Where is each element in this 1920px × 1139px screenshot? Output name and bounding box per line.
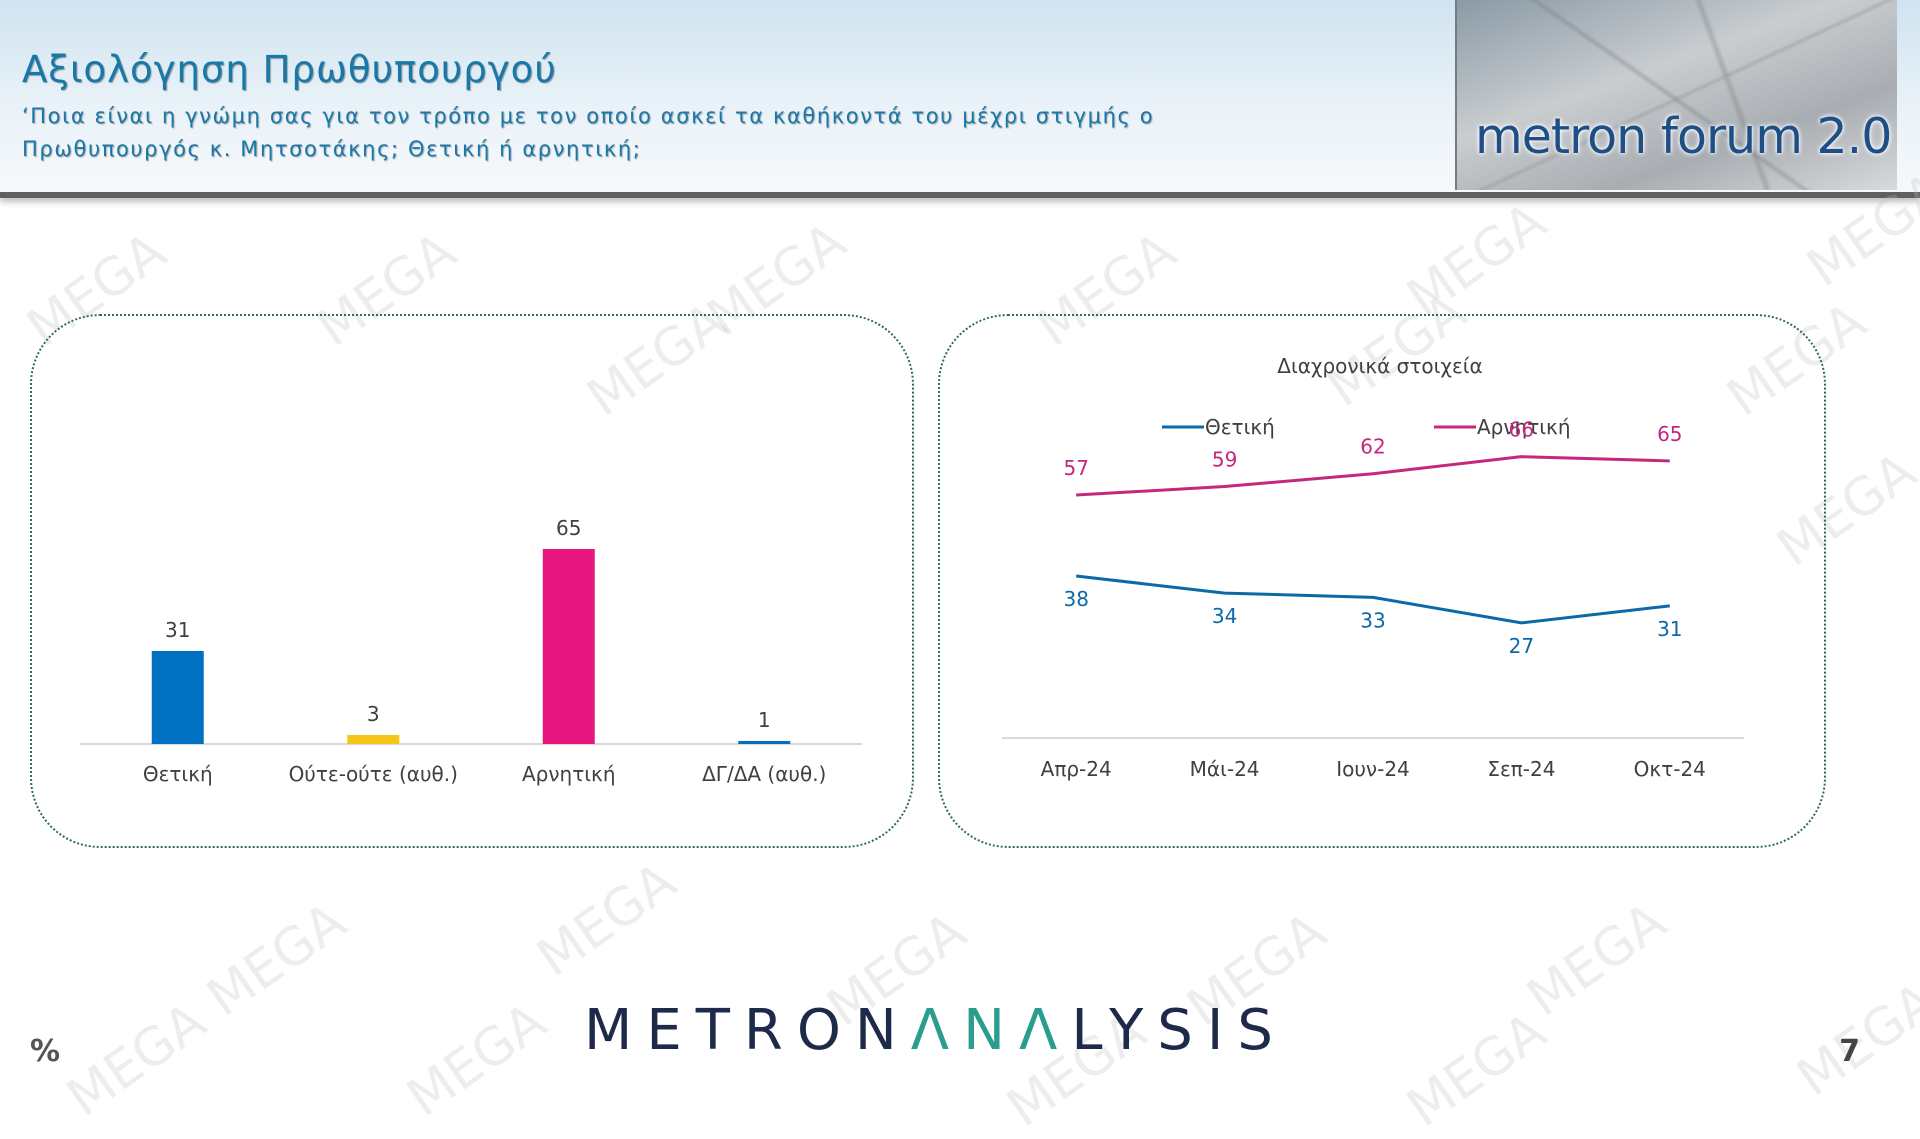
- slide-subtitle: ‘Ποια είναι η γνώμη σας για τον τρόπο με…: [22, 104, 1155, 161]
- bar-chart: 31 Θετική 3 Ούτε-ούτε (αυθ.) 65 Αρνητική 1 ΔΓ/Δ…: [80, 516, 862, 786]
- bar-1: [151, 651, 204, 744]
- bar-category-label: Αρνητική: [522, 762, 616, 786]
- series-line-2: [1076, 455, 1670, 497]
- line-chart-title: Διαχρονικά στοιχεία: [1277, 354, 1482, 378]
- series-1-data-label: 38: [1063, 587, 1088, 611]
- series-line-1: [1076, 574, 1670, 625]
- series-1-data-label: 33: [1360, 608, 1385, 632]
- line-chart: Διαχρονικά στοιχεία Θετική Αρνητική Απρ-24 Μ…: [1002, 354, 1744, 781]
- series-1-data-label: 27: [1509, 634, 1534, 658]
- watermark: MEGA: [196, 891, 357, 1029]
- series-2-data-label: 65: [1657, 422, 1682, 446]
- watermark: MEGA: [1396, 1001, 1557, 1139]
- banner-text: metron forum 2.0: [1475, 108, 1892, 165]
- bar-value-label: 3: [367, 702, 380, 726]
- logo-part-metron: METRON: [584, 998, 911, 1063]
- series-2-data-label: 62: [1360, 435, 1385, 459]
- bar-value-label: 65: [556, 516, 581, 540]
- watermark: MEGA: [1396, 191, 1557, 329]
- metron-analysis-logo: METRONΛNΛLYSIS: [584, 998, 1287, 1063]
- bar-value-label: 31: [165, 618, 190, 642]
- watermark: MEGA: [1516, 891, 1677, 1029]
- logo-part-lysis: LYSIS: [1071, 998, 1287, 1063]
- watermark: MEGA: [56, 991, 217, 1129]
- page-number: 7: [1839, 1034, 1860, 1069]
- bar-category-label: Θετική: [143, 762, 213, 786]
- bar-2: [347, 735, 400, 744]
- line-chart-panel: Διαχρονικά στοιχεία Θετική Αρνητική Απρ-24 Μ…: [938, 314, 1826, 848]
- x-tick-label: Απρ-24: [1041, 757, 1112, 781]
- series-2-data-label: 66: [1509, 418, 1534, 442]
- unit-label: %: [30, 1034, 61, 1069]
- bar-value-label: 1: [758, 708, 771, 732]
- logo-part-ana: ΛNΛ: [910, 998, 1072, 1063]
- series-2-data-label: 59: [1212, 448, 1237, 472]
- series-1-data-label: 31: [1657, 617, 1682, 641]
- legend-label-1: Θετική: [1205, 415, 1275, 439]
- metron-forum-banner: metron forum 2.0: [1455, 0, 1897, 190]
- bar-category-label: ΔΓ/ΔΑ (αυθ.): [702, 762, 826, 786]
- x-tick-label: Οκτ-24: [1634, 757, 1706, 781]
- legend-label-2: Αρνητική: [1477, 415, 1571, 439]
- x-tick-label: Σεπ-24: [1487, 757, 1555, 781]
- series-1-data-label: 34: [1212, 604, 1237, 628]
- watermark: MEGA: [396, 991, 557, 1129]
- bar-3: [542, 549, 595, 744]
- bar-4: [738, 741, 791, 744]
- x-tick-label: Μάι-24: [1190, 757, 1260, 781]
- x-tick-label: Ιουν-24: [1336, 757, 1410, 781]
- bar-chart-panel: 31 Θετική 3 Ούτε-ούτε (αυθ.) 65 Αρνητική 1 ΔΓ/Δ…: [30, 314, 914, 848]
- slide-header: Αξιολόγηση Πρωθυπουργού ‘Ποια είναι η γν…: [0, 0, 1920, 198]
- series-2-data-label: 57: [1063, 456, 1088, 480]
- watermark: MEGA: [526, 851, 687, 989]
- slide-title: Αξιολόγηση Πρωθυπουργού: [22, 48, 557, 91]
- bar-category-label: Ούτε-ούτε (αυθ.): [289, 762, 458, 786]
